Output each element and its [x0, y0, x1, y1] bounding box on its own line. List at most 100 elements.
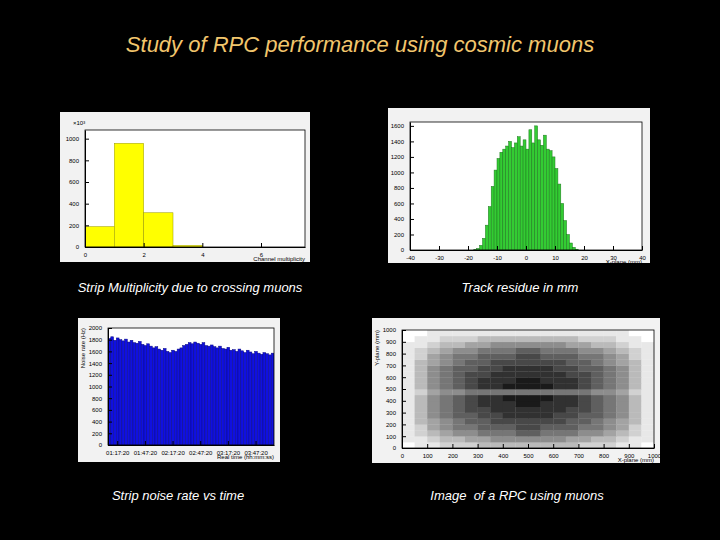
heatmap-cell	[591, 371, 604, 377]
tick: 0	[393, 445, 406, 451]
heatmap-cell	[629, 424, 642, 430]
heatmap-cell	[478, 424, 491, 430]
heatmap-cell	[402, 336, 415, 342]
heatmap-cell	[415, 401, 428, 407]
heatmap-cell	[515, 365, 528, 371]
heatmap-cell	[415, 407, 428, 413]
heatmap-cell	[604, 371, 617, 377]
axis-line	[109, 445, 275, 446]
tick-mark	[439, 246, 440, 250]
tick: 800	[599, 444, 610, 459]
heatmap-cell	[490, 342, 503, 348]
heatmap-cell	[541, 330, 554, 336]
heatmap-cell	[490, 354, 503, 360]
x-axis-title: Channel multiplicity	[253, 256, 305, 262]
bar	[177, 349, 180, 445]
heatmap-cell	[591, 442, 604, 448]
bar	[185, 344, 188, 445]
tick-label: 01:17:20	[106, 450, 130, 456]
tick: 0	[76, 244, 89, 250]
tick-label: 2000	[89, 325, 103, 331]
bar	[512, 148, 515, 250]
heatmap-cell	[503, 348, 516, 354]
heatmap-cell	[566, 336, 579, 342]
heatmap-cell	[591, 360, 604, 366]
heatmap-cell	[503, 436, 516, 442]
heatmap-cell	[566, 407, 579, 413]
heatmap-cell	[490, 360, 503, 366]
heatmap-cell	[415, 424, 428, 430]
heatmap-cell	[402, 342, 415, 348]
bar	[532, 143, 535, 250]
tick-label: 700	[386, 363, 397, 369]
heatmap-cell	[478, 413, 491, 419]
heatmap-cell	[641, 436, 654, 442]
bar	[114, 340, 117, 445]
tick: 1600	[89, 349, 112, 355]
heatmap-cell	[452, 430, 465, 436]
heatmap-cell	[503, 442, 516, 448]
heatmap-cell	[440, 442, 453, 448]
heatmap-cell	[440, 389, 453, 395]
heatmap-cell	[641, 407, 654, 413]
bar	[558, 184, 561, 250]
heatmap-cell	[402, 395, 415, 401]
tick-label: 200	[69, 223, 80, 229]
plot-background	[85, 130, 305, 247]
heatmap-cell	[415, 336, 428, 342]
tick-mark	[202, 243, 203, 247]
bar	[509, 141, 512, 250]
heatmap-cell	[616, 377, 629, 383]
heatmap-cell	[415, 371, 428, 377]
tick-label: 1600	[391, 123, 405, 129]
heatmap-cell	[616, 330, 629, 336]
y-axis: 0200400600800100012001400160018002000	[89, 325, 112, 448]
heatmap-cell	[478, 342, 491, 348]
tick-mark	[173, 441, 174, 445]
heatmap-cell	[591, 424, 604, 430]
heatmap-cell	[490, 424, 503, 430]
heatmap-cell	[452, 371, 465, 377]
heatmap-cell	[566, 348, 579, 354]
heatmap-cell	[629, 354, 642, 360]
heatmap-cell	[452, 377, 465, 383]
tick: -30	[435, 246, 444, 261]
tick: 500	[386, 386, 406, 392]
y-axis-title: Y-plane (mm)	[374, 330, 380, 366]
tick: 02:17:20	[161, 441, 185, 456]
bar	[500, 152, 503, 250]
heatmap-cell	[541, 365, 554, 371]
heatmap-cell	[641, 401, 654, 407]
heatmap-cell	[528, 330, 541, 336]
tick: 02:47:20	[189, 441, 213, 456]
heatmap-cell	[641, 377, 654, 383]
heatmap-cell	[528, 424, 541, 430]
heatmap-cell	[566, 389, 579, 395]
tick-mark	[85, 139, 89, 140]
tick-mark	[410, 203, 414, 204]
heatmap-cell	[465, 407, 478, 413]
heatmap-cell	[427, 354, 440, 360]
heatmap-cell	[591, 401, 604, 407]
tick-mark	[108, 351, 112, 352]
heatmap-cell	[465, 424, 478, 430]
tick-mark	[108, 433, 112, 434]
heatmap-cell	[465, 377, 478, 383]
heatmap-cell	[415, 348, 428, 354]
tick-mark	[410, 188, 414, 189]
bar	[125, 339, 128, 445]
heatmap-cell	[553, 377, 566, 383]
tick: -10	[493, 246, 502, 261]
heatmap-cell	[440, 419, 453, 425]
bar	[238, 349, 241, 445]
tick-mark	[478, 444, 479, 448]
heatmap-cell	[616, 348, 629, 354]
bar	[246, 350, 249, 445]
heatmap-cell	[553, 348, 566, 354]
tick: 2	[142, 243, 146, 258]
heatmap-cell	[566, 442, 579, 448]
tick-label: 0	[393, 445, 397, 451]
heatmap-cell	[566, 342, 579, 348]
heatmap-cell	[553, 360, 566, 366]
heatmap-cell	[528, 389, 541, 395]
